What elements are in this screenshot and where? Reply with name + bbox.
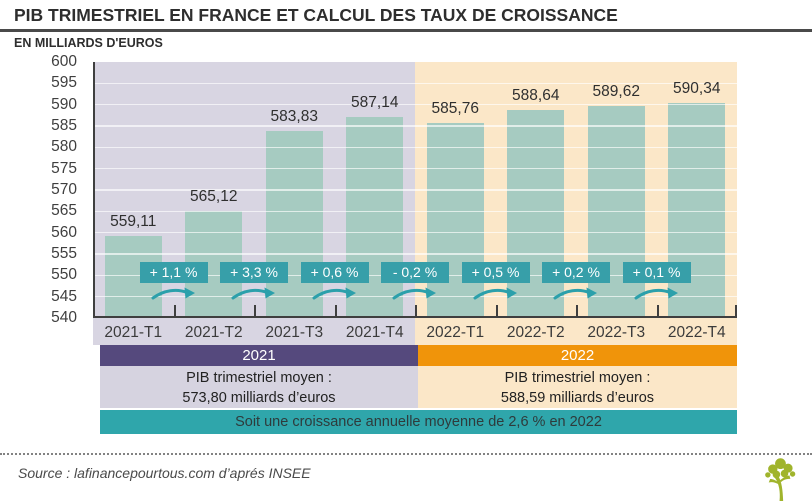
stat-2022: PIB trimestriel moyen : 588,59 milliards… (418, 366, 737, 408)
x-axis-label: 2021-T3 (265, 324, 324, 341)
axis-tick (173, 305, 176, 318)
year-band-2021: 2021 (100, 345, 418, 366)
y-axis-tick-label: 565 (51, 202, 77, 220)
y-axis-tick-label: 545 (51, 287, 77, 305)
axis-tick (735, 305, 737, 318)
page-title: PIB TRIMESTRIEL EN FRANCE ET CALCUL DES … (14, 5, 618, 25)
growth-arrow-icon (312, 285, 358, 306)
y-axis-tick-label: 540 (51, 309, 77, 326)
y-axis-tick-label: 555 (51, 245, 77, 262)
lafinancepourtous-tree-logo (765, 458, 796, 501)
gridline (93, 82, 737, 85)
x-axis-label: 2022-T1 (426, 324, 485, 341)
growth-rate-badge: + 0,1 % (622, 262, 691, 283)
gridline (93, 125, 737, 127)
stat-2021-line1: PIB trimestriel moyen : (186, 370, 332, 386)
x-axis-label: 2021-T2 (184, 324, 243, 341)
growth-rate-badge: + 0,2 % (542, 262, 610, 283)
axis-tick (334, 305, 337, 318)
y-axis-tick-label: 595 (51, 74, 77, 92)
x-axis-label: 2022-T2 (506, 324, 565, 341)
bar-value-label: 585,76 (431, 99, 479, 117)
bar-2021-T3 (265, 131, 323, 316)
title-divider (0, 29, 812, 32)
bar-value-label: 565,12 (190, 187, 238, 205)
axis-tick (415, 305, 417, 318)
growth-rate-badge: + 1,1 % (139, 262, 208, 283)
growth-rate-badge: + 0,5 % (461, 262, 530, 283)
year-band-2022: 2022 (418, 345, 737, 366)
gridline (93, 210, 737, 213)
bar-value-label: 559,11 (110, 213, 157, 231)
footer-divider (0, 453, 812, 455)
stat-2021: PIB trimestriel moyen : 573,80 milliards… (100, 366, 418, 408)
x-axis-label: 2021-T4 (345, 324, 404, 341)
x-axis-background-2021 (93, 318, 415, 345)
x-axis-label: 2022-T4 (667, 324, 726, 341)
y-axis-tick-label: 570 (51, 181, 77, 198)
summary-band: Soit une croissance annuelle moyenne de … (100, 410, 737, 434)
y-axis-tick-label: 560 (51, 223, 77, 241)
unit-label: EN MILLIARDS D'EUROS (14, 36, 163, 50)
stat-2021-line2: 573,80 milliards d’euros (182, 390, 336, 406)
x-axis-label: 2022-T3 (587, 324, 646, 341)
growth-arrow-icon (553, 285, 599, 306)
growth-rate-badge: + 3,3 % (220, 262, 288, 283)
growth-arrow-icon (392, 285, 438, 306)
y-axis-tick-label: 600 (51, 53, 77, 70)
growth-arrow-icon (231, 285, 277, 306)
y-axis-line (93, 62, 95, 318)
bar-value-label: 590,34 (673, 80, 721, 98)
bar-value-label: 583,83 (270, 108, 318, 125)
bar-value-label: 589,62 (592, 83, 640, 101)
growth-rate-badge: - 0,2 % (381, 262, 449, 283)
y-axis-tick-label: 580 (51, 138, 77, 156)
gridline (93, 253, 737, 255)
stat-2022-line2: 588,59 milliards d’euros (500, 390, 655, 406)
bar-value-label: 587,14 (351, 93, 399, 111)
stat-2022-line1: PIB trimestriel moyen : (504, 370, 651, 386)
x-axis-background-2022 (415, 318, 737, 345)
gridline (93, 295, 737, 298)
growth-arrow-icon (634, 285, 680, 306)
axis-tick (495, 305, 498, 318)
y-axis-tick-label: 550 (51, 266, 77, 284)
growth-arrow-icon (473, 285, 519, 306)
bar-2022-T1 (426, 122, 484, 316)
source-credit: Source : lafinancepourtous.com d’aprés I… (18, 465, 311, 481)
gridline (93, 146, 737, 149)
gridline (93, 231, 737, 234)
gridline (93, 167, 737, 170)
growth-arrow-icon (151, 285, 197, 306)
y-axis-tick-label: 585 (51, 117, 77, 134)
y-axis-tick-label: 590 (51, 95, 77, 113)
gridline (93, 189, 737, 191)
y-axis-tick-label: 575 (51, 159, 77, 177)
y-axis: 600 595 590 585 580 575 570 565 560 555 550 545 540 (0, 53, 86, 326)
x-axis: 2021-T1 2021-T2 2021-T3 2021-T4 2022-T1 2022-… (93, 318, 737, 345)
bar-chart-plot: 559,11 565,12 583,83 587,14 585,76 588,64 589,… (93, 62, 737, 318)
x-axis-label: 2021-T1 (104, 324, 163, 341)
axis-tick (576, 305, 578, 318)
gridline (93, 103, 737, 106)
axis-tick (254, 305, 256, 318)
axis-tick (656, 305, 659, 318)
growth-rate-badge: + 0,6 % (300, 262, 369, 283)
bar-value-label: 588,64 (512, 87, 560, 105)
